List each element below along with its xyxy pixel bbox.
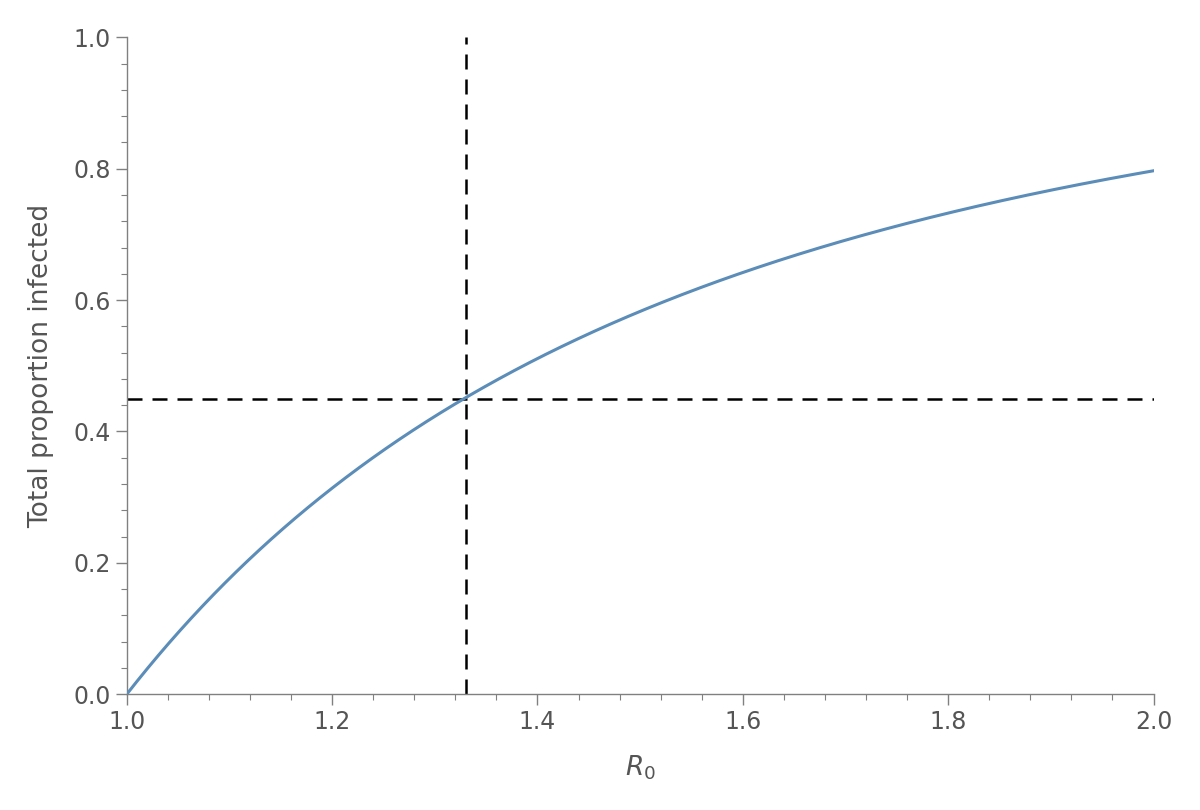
X-axis label: $\mathit{R}_0$: $\mathit{R}_0$ (625, 754, 655, 782)
Y-axis label: Total proportion infected: Total proportion infected (28, 204, 54, 528)
